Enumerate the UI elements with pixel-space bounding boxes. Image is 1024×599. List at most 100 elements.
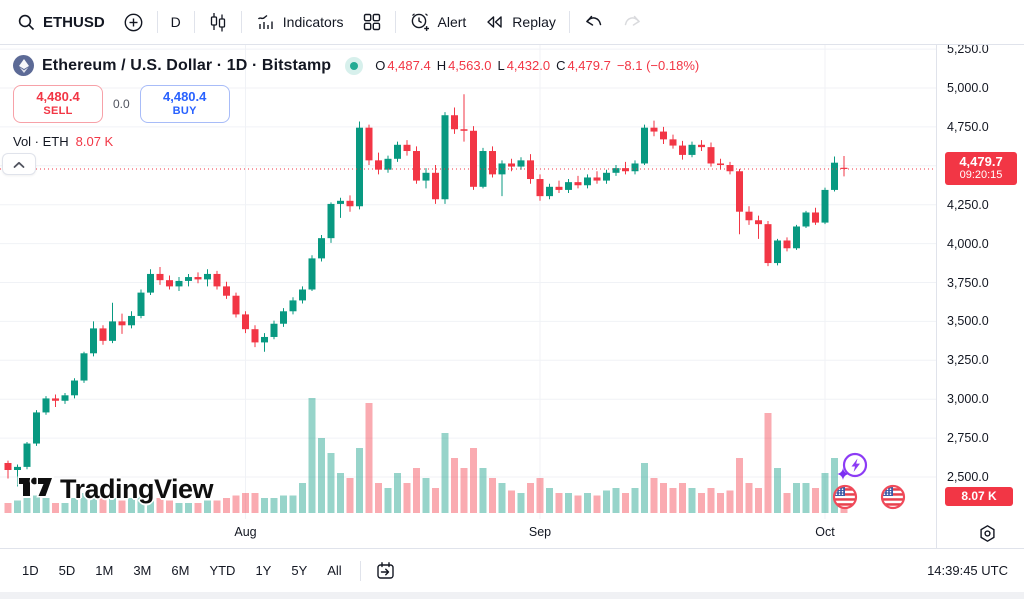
candle: [802, 210, 810, 229]
candle: [603, 169, 610, 184]
low-value: 4,432.0: [506, 58, 551, 73]
volume-bar: [318, 438, 325, 513]
candle: [717, 158, 724, 170]
symbol-search-button[interactable]: ETHUSD: [8, 5, 114, 39]
candle: [80, 351, 88, 383]
flash-event-icon[interactable]: [836, 451, 870, 488]
candle: [660, 126, 667, 145]
range-button-3m[interactable]: 3M: [126, 558, 158, 583]
market-status-icon[interactable]: [345, 56, 364, 75]
volume-bar: [508, 490, 515, 513]
volume-bar: [707, 488, 715, 513]
price-axis-label: 4,250.0: [947, 197, 989, 212]
us-economic-event-icon[interactable]: [878, 482, 908, 517]
date-range-buttons: 1D 5D 1M 3M 6M YTD 1Y 5Y All: [12, 558, 352, 583]
toolbar-separator: [240, 11, 242, 33]
candlestick-chart[interactable]: [0, 45, 936, 519]
candle: [23, 441, 31, 470]
ethereum-logo-icon: [13, 55, 34, 76]
candle: [840, 155, 848, 177]
candle: [669, 134, 677, 149]
redo-arrow-icon: [622, 13, 643, 31]
sell-label: SELL: [43, 105, 73, 118]
volume-value: 8.07 K: [75, 134, 114, 149]
range-button-1m[interactable]: 1M: [88, 558, 120, 583]
us-economic-event-icon[interactable]: [830, 482, 860, 517]
buy-price: 4,480.4: [163, 89, 207, 105]
candle: [707, 142, 715, 167]
candle: [327, 202, 335, 243]
volume-study-legend[interactable]: Vol · ETH 8.07 K: [13, 134, 699, 149]
candle: [517, 157, 525, 170]
undo-button[interactable]: [574, 5, 613, 39]
time-axis-label: Aug: [234, 525, 257, 539]
volume-bar: [774, 468, 781, 513]
templates-grid-button[interactable]: [353, 5, 391, 39]
candle: [99, 325, 107, 345]
volume-bar: [346, 478, 354, 513]
range-button-all[interactable]: All: [320, 558, 348, 583]
chart-pane[interactable]: Ethereum / U.S. Dollar · 1D · Bitstamp O…: [0, 45, 936, 519]
candle: [194, 272, 202, 284]
range-button-ytd[interactable]: YTD: [202, 558, 242, 583]
volume-bar: [128, 498, 135, 513]
price-axis[interactable]: 4,479.7 09:20:15 8.07 K 5,250.0 5,000.0 4,…: [936, 45, 1024, 519]
candle: [204, 269, 211, 287]
volume-bar: [299, 483, 306, 513]
candle: [555, 180, 563, 194]
indicators-button[interactable]: Indicators: [246, 5, 353, 39]
volume-bar: [356, 448, 363, 513]
volume-bar: [232, 495, 240, 513]
candle: [308, 255, 316, 292]
candle: [42, 396, 50, 415]
candle: [14, 464, 21, 487]
sell-button[interactable]: 4,480.4 SELL: [13, 85, 103, 123]
chart-settings-gear-icon[interactable]: [977, 523, 998, 549]
range-button-5y[interactable]: 5Y: [284, 558, 314, 583]
indicators-icon: [255, 12, 276, 33]
volume-bar: [546, 488, 553, 513]
range-button-1d[interactable]: 1D: [15, 558, 46, 583]
candle: [726, 161, 734, 175]
candle: [289, 297, 297, 315]
volume-bar: [631, 488, 639, 513]
candle: [498, 160, 506, 197]
range-button-1y[interactable]: 1Y: [248, 558, 278, 583]
buy-button[interactable]: 4,480.4 BUY: [139, 85, 230, 123]
volume-bar: [413, 468, 420, 513]
candle: [318, 235, 325, 262]
collapse-legend-button[interactable]: [2, 153, 36, 175]
price-axis-label: 2,500.0: [947, 470, 989, 484]
candle: [356, 121, 363, 210]
interval-button[interactable]: D: [162, 5, 190, 39]
redo-button[interactable]: [613, 5, 652, 39]
chart-style-button[interactable]: [199, 5, 237, 39]
volume-bar: [337, 473, 344, 513]
alert-button[interactable]: Alert: [400, 5, 476, 39]
range-button-5d[interactable]: 5D: [52, 558, 83, 583]
price-axis-label: 3,750.0: [947, 275, 989, 290]
candle: [831, 156, 838, 192]
replay-button[interactable]: Replay: [475, 5, 565, 39]
candle: [33, 410, 40, 446]
volume-bar: [650, 478, 658, 513]
time-axis[interactable]: Aug Sep Oct: [0, 519, 1024, 548]
price-axis-label: 3,500.0: [947, 314, 989, 329]
utc-clock[interactable]: 14:39:45 UTC: [927, 563, 1012, 578]
price-axis-label: 2,750.0: [947, 431, 989, 446]
candle: [774, 238, 781, 266]
candle: [688, 141, 696, 158]
volume-bar: [280, 495, 287, 513]
symbol-title[interactable]: Ethereum / U.S. Dollar · 1D · Bitstamp: [42, 56, 332, 74]
alert-label: Alert: [437, 14, 467, 30]
candle: [755, 215, 762, 239]
price-axis-label: 5,250.0: [947, 45, 989, 57]
compare-add-symbol-button[interactable]: [114, 5, 153, 39]
candle: [109, 302, 116, 344]
volume-bar: [185, 503, 192, 513]
go-to-date-button[interactable]: [369, 554, 402, 588]
range-button-6m[interactable]: 6M: [164, 558, 196, 583]
volume-axis-badge: 8.07 K: [945, 487, 1013, 506]
volume-bar: [71, 498, 78, 513]
candle: [175, 277, 183, 292]
